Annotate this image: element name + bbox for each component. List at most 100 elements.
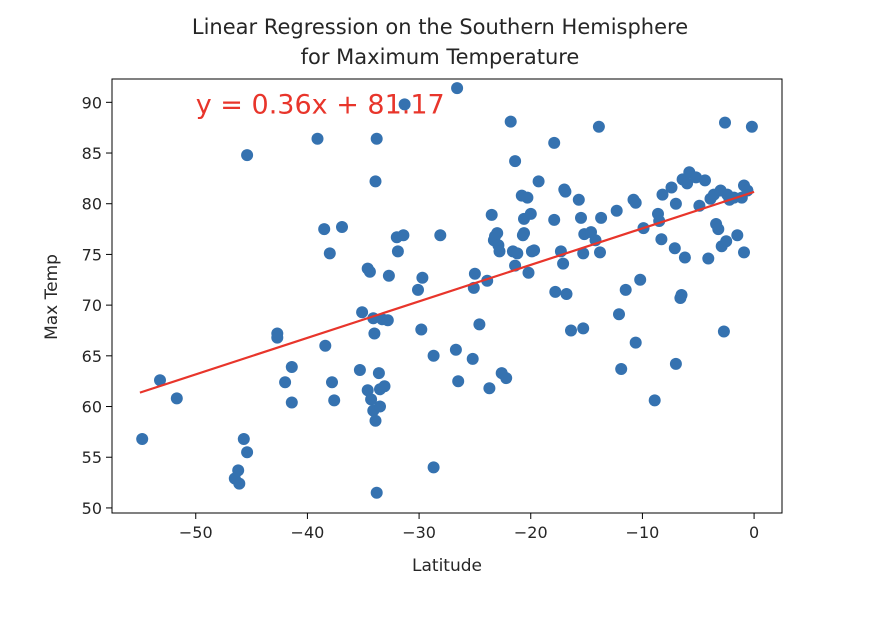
data-point-3: [170, 392, 183, 405]
data-point-51: [434, 229, 447, 242]
data-point-77: [518, 227, 530, 240]
data-point-30: [368, 327, 381, 340]
data-point-58: [473, 318, 486, 331]
data-point-37: [374, 400, 386, 413]
data-point-26: [363, 265, 376, 278]
data-point-25: [361, 384, 374, 397]
data-point-6: [233, 477, 246, 490]
data-point-69: [504, 115, 517, 128]
data-point-125: [681, 177, 694, 190]
data-point-46: [412, 283, 424, 296]
y-tick-label: 60: [82, 398, 102, 417]
y-tick-label: 75: [82, 245, 102, 264]
data-point-34: [370, 486, 383, 499]
data-point-17: [319, 339, 332, 352]
data-point-22: [353, 364, 366, 376]
data-point-50: [427, 349, 440, 362]
data-point-41: [382, 269, 395, 282]
data-point-104: [613, 308, 625, 321]
data-point-54: [452, 375, 465, 388]
data-point-94: [575, 211, 587, 224]
data-point-102: [595, 211, 608, 224]
data-point-7: [237, 433, 250, 445]
plot-frame: [111, 78, 783, 514]
y-axis: 50 55 60 65 70 75 80 85 90: [82, 93, 112, 518]
data-point-101: [594, 246, 606, 259]
data-point-80: [524, 207, 537, 220]
data-point-106: [619, 283, 632, 296]
data-point-71: [509, 155, 522, 168]
x-tick-label: −50: [179, 523, 213, 542]
y-axis-label: Max Temp: [42, 254, 62, 340]
data-point-109: [629, 336, 642, 349]
data-point-33: [370, 132, 383, 145]
y-tick-label: 90: [82, 93, 102, 112]
data-point-88: [557, 257, 570, 270]
data-point-83: [532, 175, 545, 188]
data-point-130: [702, 252, 715, 265]
data-point-23: [356, 306, 369, 319]
data-point-48: [416, 271, 429, 284]
data-point-32: [369, 175, 382, 188]
regression-line: [139, 190, 755, 394]
data-point-143: [731, 229, 744, 242]
data-point-66: [493, 245, 506, 258]
data-point-124: [678, 251, 691, 264]
data-point-8: [241, 446, 254, 459]
data-point-49: [427, 461, 440, 474]
data-point-112: [648, 394, 661, 407]
y-tick-label: 65: [82, 347, 102, 366]
data-point-18: [323, 247, 336, 260]
data-point-53: [451, 82, 464, 95]
data-point-12: [279, 376, 292, 389]
y-tick-label: 70: [82, 296, 102, 315]
data-point-120: [669, 197, 682, 210]
data-point-129: [699, 174, 711, 187]
x-tick-label: −40: [291, 523, 325, 542]
data-point-35: [372, 367, 385, 380]
data-point-93: [572, 193, 585, 206]
data-point-82: [528, 244, 541, 257]
data-point-60: [483, 382, 496, 395]
data-points: [136, 82, 758, 499]
data-point-43: [391, 245, 404, 258]
regression-line-group: y = 0.36x + 81.17: [139, 89, 755, 394]
y-tick-label: 80: [82, 195, 102, 214]
regression-equation-label: y = 0.36x + 81.17: [196, 89, 445, 120]
data-point-73: [511, 247, 524, 260]
data-point-45: [398, 98, 411, 111]
data-point-84: [548, 136, 561, 149]
x-axis: −50 −40 −30 −20 −10 0: [179, 513, 759, 542]
data-point-103: [610, 204, 623, 217]
data-point-119: [669, 357, 682, 370]
x-axis-label: Latitude: [412, 556, 482, 576]
data-point-20: [328, 394, 341, 407]
x-tick-label: 0: [749, 523, 759, 542]
data-point-91: [560, 288, 573, 300]
data-point-52: [449, 343, 462, 356]
data-point-79: [522, 266, 535, 279]
data-point-139: [720, 235, 733, 248]
data-point-21: [336, 221, 348, 233]
data-point-55: [466, 352, 479, 365]
data-point-137: [717, 325, 730, 338]
data-point-13: [285, 361, 298, 373]
data-point-47: [415, 323, 428, 336]
data-point-57: [468, 267, 481, 280]
x-tick-label: −20: [514, 523, 548, 542]
data-point-16: [318, 223, 331, 236]
data-point-19: [326, 376, 338, 389]
data-point-44: [397, 229, 410, 242]
data-point-90: [559, 185, 572, 198]
data-point-1: [136, 433, 149, 445]
data-point-78: [521, 191, 534, 204]
data-point-148: [745, 120, 758, 133]
data-point-115: [655, 233, 668, 246]
data-point-108: [629, 196, 642, 209]
data-point-110: [634, 273, 647, 286]
data-point-61: [485, 208, 498, 221]
data-point-116: [656, 188, 669, 201]
data-point-68: [500, 372, 513, 385]
data-point-138: [719, 116, 731, 129]
